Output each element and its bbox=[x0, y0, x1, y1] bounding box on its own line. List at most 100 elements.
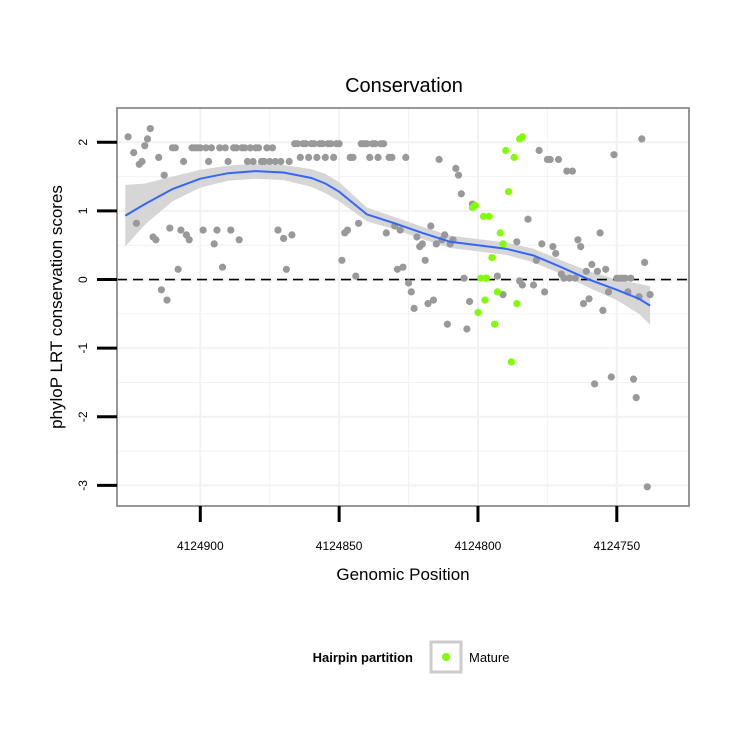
mature-point bbox=[471, 201, 479, 209]
data-point bbox=[460, 274, 468, 282]
data-point bbox=[371, 140, 379, 148]
data-point bbox=[146, 125, 154, 133]
data-point bbox=[282, 265, 290, 273]
data-point bbox=[593, 267, 602, 275]
data-point bbox=[443, 320, 451, 328]
data-point bbox=[349, 153, 357, 161]
data-point bbox=[277, 157, 285, 166]
data-point bbox=[218, 263, 227, 271]
data-point bbox=[424, 300, 432, 308]
data-point bbox=[155, 153, 163, 161]
data-point bbox=[124, 133, 132, 141]
data-point bbox=[171, 144, 179, 152]
data-point bbox=[579, 300, 588, 308]
data-point bbox=[452, 164, 460, 172]
mature-point bbox=[485, 212, 493, 220]
loess-smooth-line bbox=[124, 170, 651, 307]
data-point bbox=[554, 155, 563, 164]
data-point bbox=[130, 149, 138, 157]
data-point bbox=[327, 140, 335, 148]
legend-label-mature: Mature bbox=[469, 650, 509, 665]
data-point bbox=[493, 272, 501, 280]
data-point bbox=[621, 274, 629, 282]
legend: Hairpin partition Mature bbox=[313, 640, 509, 674]
data-point bbox=[185, 236, 193, 244]
data-point bbox=[374, 153, 382, 161]
data-point bbox=[318, 140, 327, 148]
data-point bbox=[585, 295, 593, 303]
data-point bbox=[577, 243, 585, 251]
y-tick-label: 0 bbox=[76, 276, 90, 283]
x-tick-label: 4124800 bbox=[455, 539, 502, 553]
mature-point bbox=[502, 146, 510, 155]
data-point bbox=[429, 296, 438, 304]
data-point bbox=[255, 144, 263, 152]
data-point bbox=[466, 297, 474, 306]
data-point bbox=[335, 140, 343, 148]
mature-points-layer bbox=[468, 133, 527, 366]
data-point bbox=[132, 219, 140, 227]
data-point bbox=[202, 144, 210, 152]
data-point bbox=[280, 234, 288, 242]
legend-mature-key bbox=[442, 653, 450, 661]
data-point bbox=[402, 153, 410, 161]
data-point bbox=[302, 140, 310, 148]
data-point bbox=[249, 157, 257, 166]
data-point bbox=[296, 153, 304, 161]
data-point bbox=[163, 296, 171, 304]
data-point bbox=[582, 267, 590, 275]
data-point bbox=[518, 281, 527, 289]
data-point bbox=[627, 274, 635, 282]
data-point bbox=[549, 243, 557, 251]
data-point bbox=[330, 153, 338, 161]
data-point bbox=[441, 231, 449, 239]
data-point bbox=[363, 140, 371, 148]
data-point bbox=[241, 144, 249, 152]
data-point bbox=[235, 236, 243, 244]
data-point bbox=[321, 153, 329, 161]
mature-point bbox=[481, 296, 489, 304]
y-tick-label: -2 bbox=[76, 411, 90, 422]
data-point bbox=[246, 144, 254, 152]
x-tick-label: 4124750 bbox=[593, 539, 640, 553]
data-point bbox=[213, 226, 221, 234]
data-point bbox=[388, 153, 396, 161]
mature-point bbox=[510, 153, 518, 161]
data-point bbox=[541, 288, 549, 296]
y-tick-label: 1 bbox=[76, 207, 90, 214]
data-point bbox=[216, 144, 224, 152]
data-point bbox=[607, 373, 615, 381]
smooth-line-layer bbox=[124, 170, 651, 307]
data-point bbox=[199, 226, 207, 234]
data-point bbox=[177, 226, 185, 234]
mature-point bbox=[488, 254, 496, 262]
data-point bbox=[602, 265, 610, 273]
mature-point bbox=[479, 212, 488, 220]
data-point bbox=[266, 157, 274, 166]
data-point bbox=[646, 291, 654, 299]
data-point bbox=[435, 155, 443, 164]
data-point bbox=[288, 231, 296, 239]
data-point bbox=[224, 157, 232, 166]
data-point bbox=[271, 157, 279, 166]
data-point bbox=[641, 258, 649, 266]
data-point bbox=[338, 256, 346, 264]
data-point bbox=[407, 288, 415, 296]
data-point bbox=[180, 157, 188, 166]
data-point bbox=[457, 190, 465, 198]
data-point bbox=[152, 236, 160, 244]
y-tick-label: -1 bbox=[76, 343, 90, 354]
data-point bbox=[263, 144, 271, 152]
data-point bbox=[221, 144, 229, 152]
data-point bbox=[410, 304, 418, 312]
mature-point bbox=[504, 188, 513, 196]
y-tick-label: -3 bbox=[76, 480, 90, 491]
data-point bbox=[166, 224, 174, 232]
data-point bbox=[432, 240, 440, 248]
confidence-band-layer bbox=[125, 163, 651, 325]
x-axis: 4124900 4124850 4124800 4124750 bbox=[177, 506, 640, 553]
data-point bbox=[418, 240, 426, 248]
data-point bbox=[610, 151, 618, 159]
data-point bbox=[268, 144, 277, 152]
